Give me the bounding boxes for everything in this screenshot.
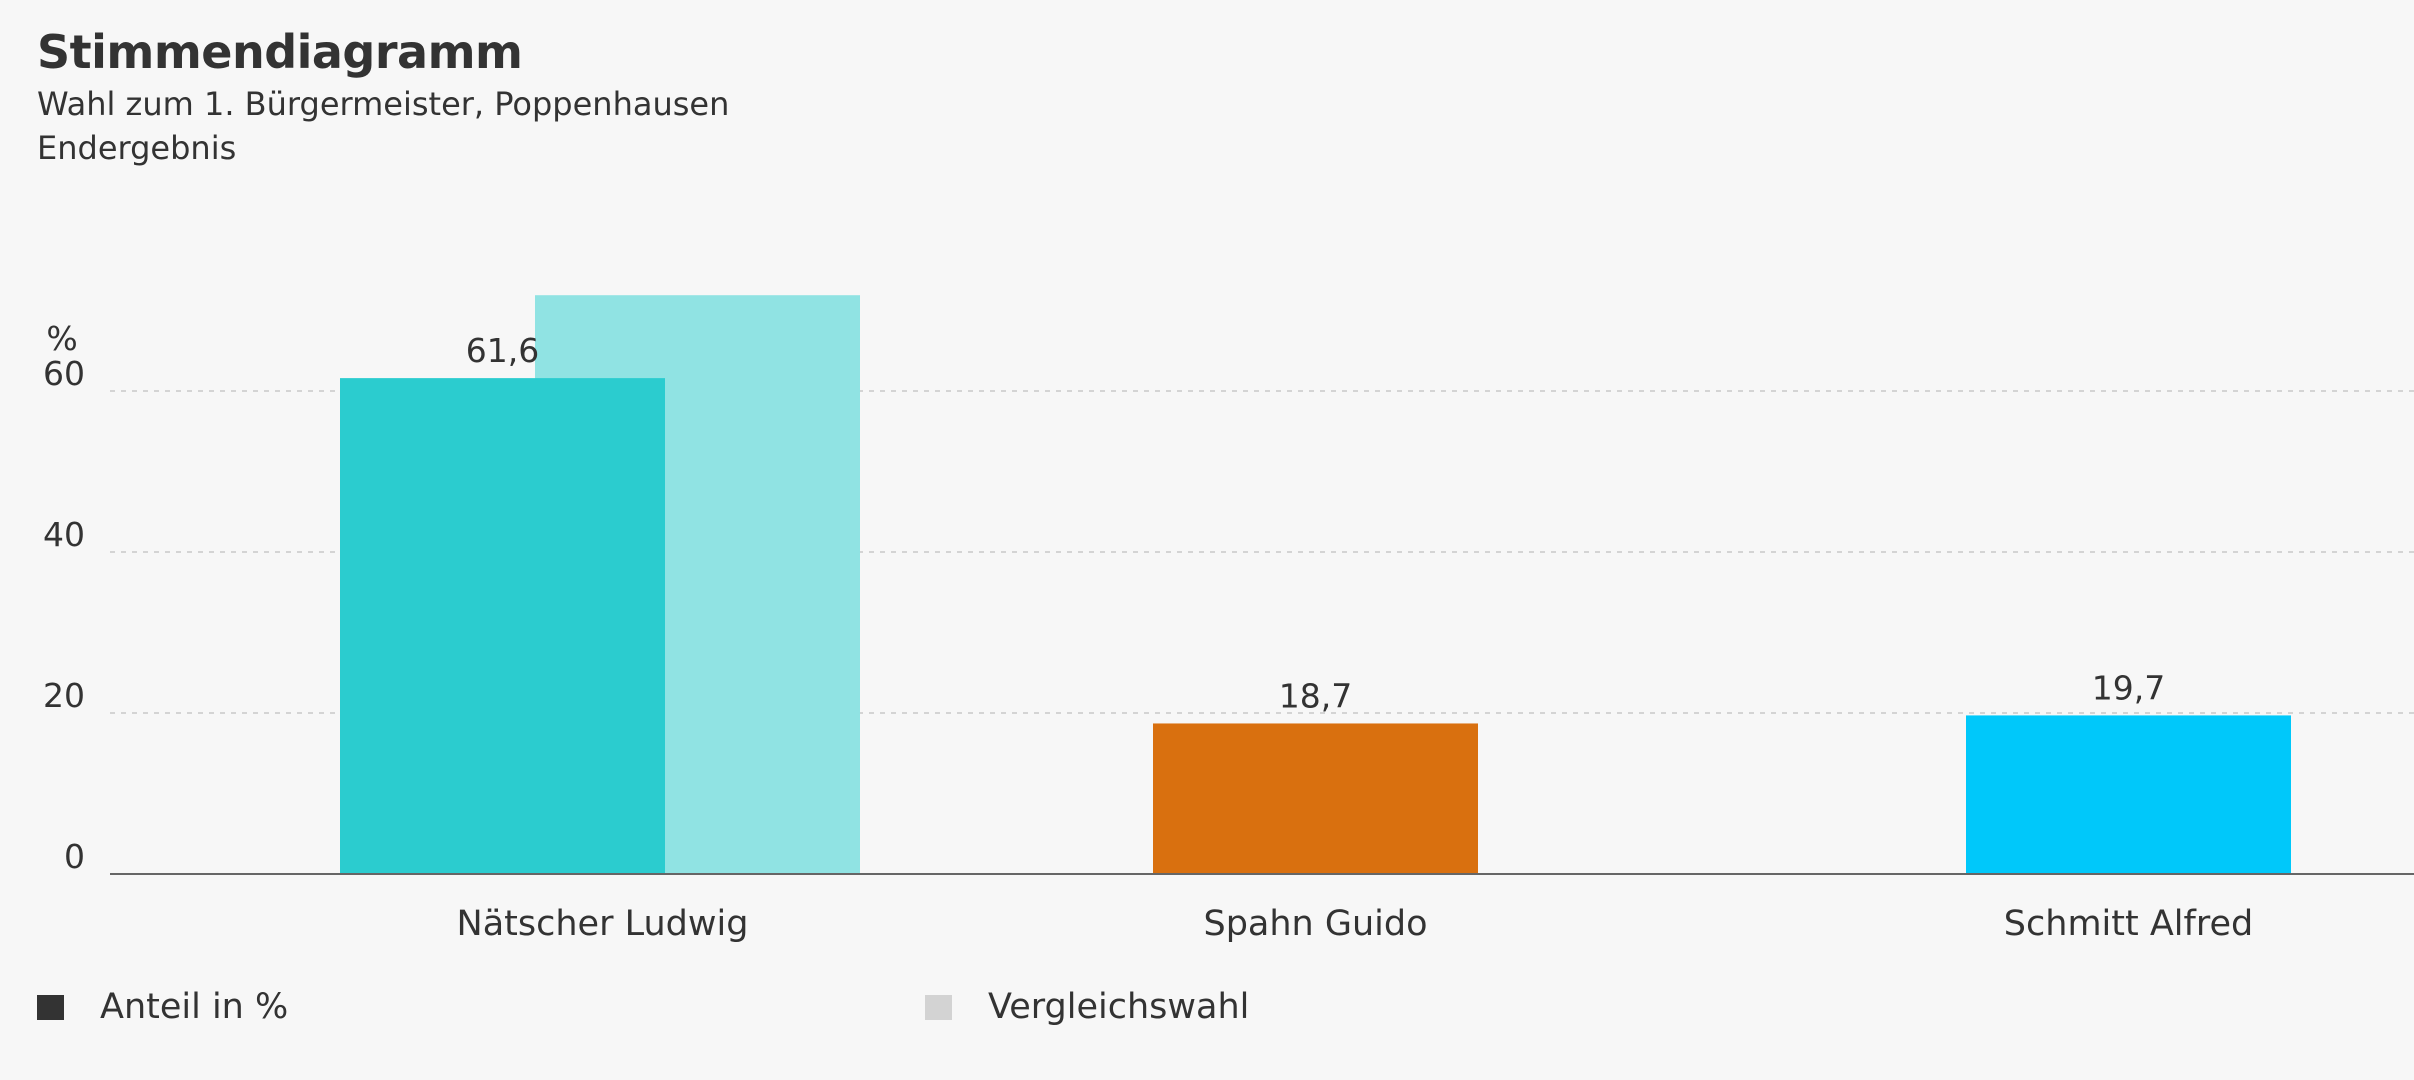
category-label-1: Spahn Guido xyxy=(1203,904,1427,944)
bars xyxy=(340,295,2291,875)
chart-title: Stimmendiagramm xyxy=(37,25,523,79)
legend-swatch-anteil xyxy=(37,994,64,1020)
chart-legend: Anteil in % Vergleichswahl xyxy=(0,987,2414,1027)
chart-subtitle-election: Wahl zum 1. Bürgermeister, Poppenhausen xyxy=(37,85,730,123)
y-tick-label-60: 60 xyxy=(43,354,85,393)
chart-subtitle-status: Endergebnis xyxy=(37,129,237,167)
legend-item-vergleichswahl[interactable]: Vergleichswahl xyxy=(925,987,1249,1027)
y-tick-label-20: 20 xyxy=(43,676,85,715)
chart-header: Stimmendiagramm Wahl zum 1. Bürgermeiste… xyxy=(37,22,729,170)
category-labels: Nätscher Ludwig Spahn Guido Schmitt Alfred xyxy=(457,904,2254,944)
y-axis-ticks: 0 20 40 60 xyxy=(43,354,85,876)
bar-anteil-2[interactable] xyxy=(1966,715,2291,874)
y-tick-label-40: 40 xyxy=(43,515,85,554)
data-label-anteil-2: 19,7 xyxy=(2092,668,2165,707)
y-tick-label-0: 0 xyxy=(64,837,85,876)
vote-bar-chart: 0 20 40 60 % Nätscher Ludwig Spahn Guido Schm… xyxy=(43,295,2414,944)
bar-anteil-0[interactable] xyxy=(340,378,665,874)
data-label-anteil-0: 61,6 xyxy=(466,331,539,370)
legend-swatch-vergleichswahl xyxy=(925,994,952,1020)
category-label-2: Schmitt Alfred xyxy=(2004,904,2253,944)
category-label-0: Nätscher Ludwig xyxy=(457,904,749,944)
legend-label-vergleichswahl: Vergleichswahl xyxy=(988,987,1250,1027)
y-axis-unit-label: % xyxy=(46,319,77,358)
data-label-anteil-1: 18,7 xyxy=(1279,676,1352,715)
bar-anteil-1[interactable] xyxy=(1153,723,1478,874)
legend-item-anteil[interactable]: Anteil in % xyxy=(37,987,288,1027)
legend-label-anteil: Anteil in % xyxy=(100,987,289,1027)
data-labels: 61,6 18,7 19,7 xyxy=(466,331,2165,715)
